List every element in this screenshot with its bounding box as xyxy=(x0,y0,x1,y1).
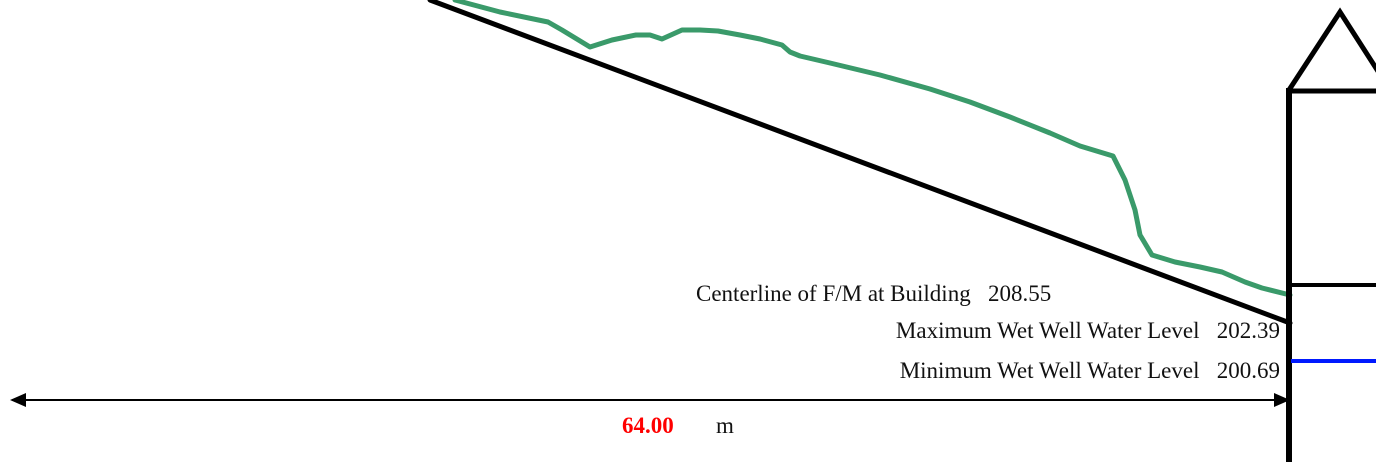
forcemain-line xyxy=(427,0,1293,326)
min-water-level-label: Minimum Wet Well Water Level 200.69 xyxy=(877,336,1280,405)
dimension-unit: m xyxy=(716,413,734,438)
centerline-label-text: Centerline of F/M at Building xyxy=(696,281,971,306)
min-water-level-text: Minimum Wet Well Water Level xyxy=(899,358,1200,383)
dimension-value: 64.00 xyxy=(622,413,674,438)
building-roof xyxy=(1286,7,1376,92)
centerline-value: 208.55 xyxy=(987,281,1052,306)
max-water-level-value: 202.39 xyxy=(1216,318,1280,343)
max-water-level-text: Maximum Wet Well Water Level xyxy=(895,318,1200,343)
dimension-arrow-right xyxy=(1274,393,1290,407)
min-water-level-value: 200.69 xyxy=(1216,358,1280,383)
dimension-arrow-left xyxy=(10,393,26,407)
ground-profile-line xyxy=(452,0,1293,298)
centerline-label: Centerline of F/M at Building 208.55 xyxy=(673,259,1051,328)
max-water-level-label: Maximum Wet Well Water Level 202.39 xyxy=(873,296,1280,365)
